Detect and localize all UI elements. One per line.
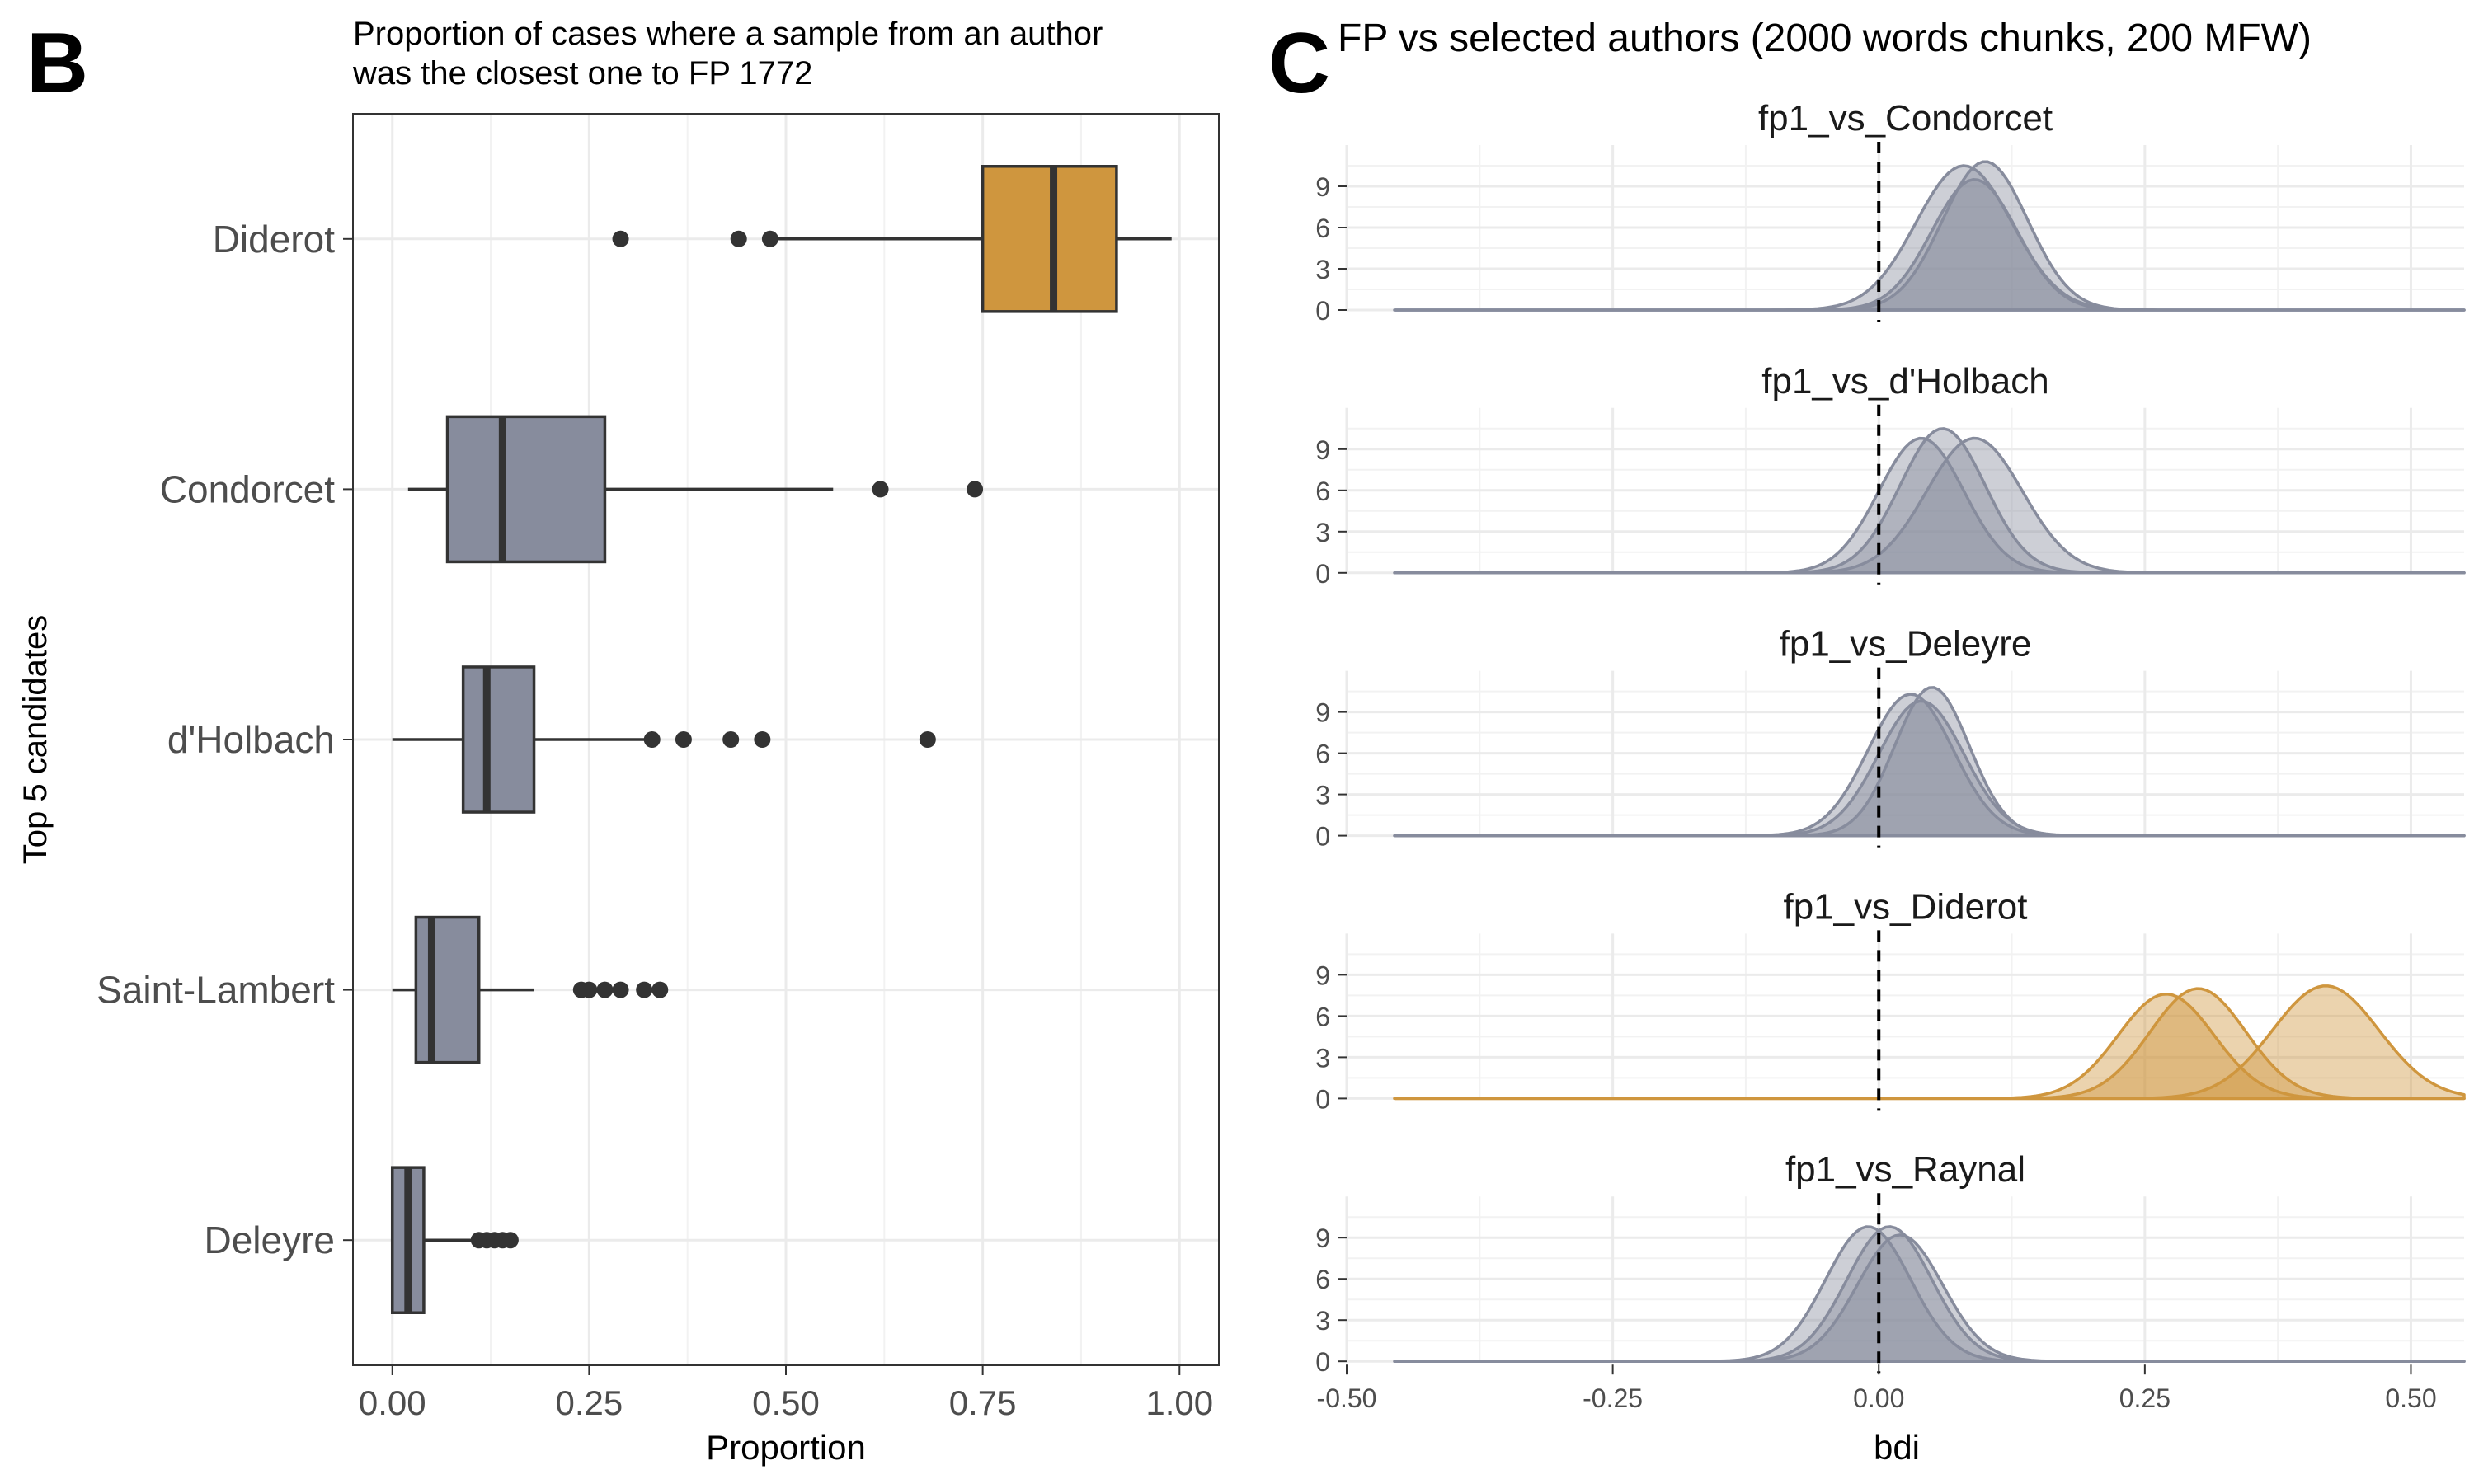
box-diderot [612, 165, 1172, 313]
box-body [445, 415, 607, 564]
box-body [461, 665, 536, 814]
boxplot-title-line-1: Proportion of cases where a sample from … [353, 16, 1103, 52]
facet-title: fp1_vs_Raynal [1785, 1149, 2025, 1190]
density-facets: fp1_vs_Condorcet 0 3 6 9 fp1_vs_d'Holbach 0 3 6 9… [1315, 98, 2466, 1377]
facet-y-tick-label: 0 [1315, 822, 1330, 852]
box-outlier-point [730, 230, 747, 247]
facet-y-tick-label: 6 [1315, 740, 1330, 769]
density-curve-3 [1393, 699, 2466, 838]
box-outlier-point [612, 230, 629, 247]
boxplot-y-tick-label-d-holbach: d'Holbach [167, 718, 335, 761]
boxplot-y-axis-label: Top 5 candidates [17, 615, 54, 864]
boxplot-y-tick-label-saint-lambert: Saint-Lambert [96, 969, 335, 1012]
box-deleyre [390, 1166, 519, 1314]
facet-y-tick-label: 6 [1315, 1002, 1330, 1031]
boxplot-x-tick-label: 0.00 [359, 1383, 426, 1422]
facet-y-tick-label: 9 [1315, 172, 1330, 202]
box-body [981, 165, 1118, 313]
facet-y-tick-label: 6 [1315, 214, 1330, 243]
facet-title: fp1_vs_Condorcet [1758, 98, 2053, 139]
boxplot-x-tick-label: 1.00 [1145, 1383, 1213, 1422]
box-outlier-point [872, 481, 889, 498]
box-outlier-point [596, 981, 614, 998]
facet-y-tick-label: 6 [1315, 477, 1330, 506]
boxplot-marks [390, 165, 1172, 1314]
boxplot-panel: Proportion of cases where a sample from … [17, 16, 1220, 1467]
box-outlier-point [501, 1232, 519, 1249]
box-condorcet [407, 415, 984, 564]
density-x-tick-label: 0.25 [2119, 1383, 2171, 1413]
density-curve-3 [1393, 178, 2466, 312]
facet-y-tick-label: 9 [1315, 435, 1330, 465]
box-outlier-point [761, 230, 778, 247]
density-x-tick-label: 0.00 [1853, 1383, 1904, 1413]
density-x-axis: -0.50 -0.25 0.00 0.25 0.50 [1317, 1364, 2437, 1413]
box-outlier-point [675, 731, 692, 748]
facet-y-tick-label: 0 [1315, 1084, 1330, 1114]
box-outlier-point [967, 481, 984, 498]
density-x-tick-label: -0.25 [1583, 1383, 1643, 1413]
density-title: FP vs selected authors (2000 words chunk… [1338, 16, 2312, 60]
density-x-axis-label: bdi [1874, 1428, 1920, 1467]
facet-title: fp1_vs_Diderot [1784, 886, 2028, 927]
facet-y-tick-label: 3 [1315, 1306, 1330, 1336]
facet-y-tick-label: 0 [1315, 559, 1330, 589]
box-outlier-point [754, 731, 771, 748]
box-outlier-point [636, 981, 653, 998]
facet-y-tick-label: 9 [1315, 960, 1330, 990]
density-curve-3 [1393, 436, 2466, 575]
box-body [414, 915, 481, 1064]
facet-fp1-vs-d-holbach: fp1_vs_d'Holbach 0 3 6 9 [1315, 361, 2466, 589]
box-saint-lambert [392, 915, 669, 1064]
facet-y-tick-label: 6 [1315, 1265, 1330, 1294]
facet-y-tick-label: 3 [1315, 518, 1330, 547]
facet-y-tick-label: 0 [1315, 296, 1330, 326]
facet-y-tick-label: 9 [1315, 698, 1330, 728]
panel-letter-b: B [26, 16, 88, 111]
facet-y-tick-label: 0 [1315, 1347, 1330, 1377]
box-outlier-point [722, 731, 740, 748]
panel-letter-c: C [1268, 16, 1330, 111]
boxplot-axes: 0.00 0.25 0.50 0.75 1.00 Diderot Condorcet d'Ho… [96, 218, 1213, 1422]
boxplot-x-tick-label: 0.25 [555, 1383, 623, 1422]
facet-fp1-vs-condorcet: fp1_vs_Condorcet 0 3 6 9 [1315, 98, 2466, 326]
box-outlier-point [651, 981, 669, 998]
boxplot-y-tick-label-deleyre: Deleyre [204, 1219, 335, 1261]
density-curve-3 [1393, 1233, 2466, 1363]
boxplot-x-tick-label: 0.50 [752, 1383, 820, 1422]
facet-title: fp1_vs_Deleyre [1780, 624, 2032, 665]
facet-fp1-vs-diderot: fp1_vs_Diderot 0 3 6 9 [1315, 886, 2466, 1114]
boxplot-y-tick-label-condorcet: Condorcet [160, 467, 335, 510]
boxplot-y-tick-label-diderot: Diderot [213, 218, 336, 261]
box-d-holbach [392, 665, 936, 814]
density-curve-3 [1393, 984, 2466, 1101]
box-outlier-point [919, 731, 936, 748]
facet-y-tick-label: 3 [1315, 781, 1330, 810]
facet-y-tick-label: 3 [1315, 255, 1330, 284]
density-panel: FP vs selected authors (2000 words chunk… [1315, 16, 2466, 1467]
boxplot-x-axis-label: Proportion [706, 1428, 866, 1467]
box-outlier-point [643, 731, 661, 748]
facet-y-tick-label: 9 [1315, 1223, 1330, 1253]
facet-fp1-vs-raynal: fp1_vs_Raynal 0 3 6 9 [1315, 1149, 2466, 1377]
box-outlier-point [612, 981, 629, 998]
facet-fp1-vs-deleyre: fp1_vs_Deleyre 0 3 6 9 [1315, 624, 2466, 852]
boxplot-x-tick-label: 0.75 [949, 1383, 1017, 1422]
box-outlier-point [581, 981, 598, 998]
boxplot-title-line-2: was the closest one to FP 1772 [352, 55, 812, 92]
density-x-tick-label: 0.50 [2385, 1383, 2436, 1413]
facet-title: fp1_vs_d'Holbach [1761, 361, 2048, 402]
density-x-tick-label: -0.50 [1317, 1383, 1377, 1413]
facet-y-tick-label: 3 [1315, 1043, 1330, 1073]
